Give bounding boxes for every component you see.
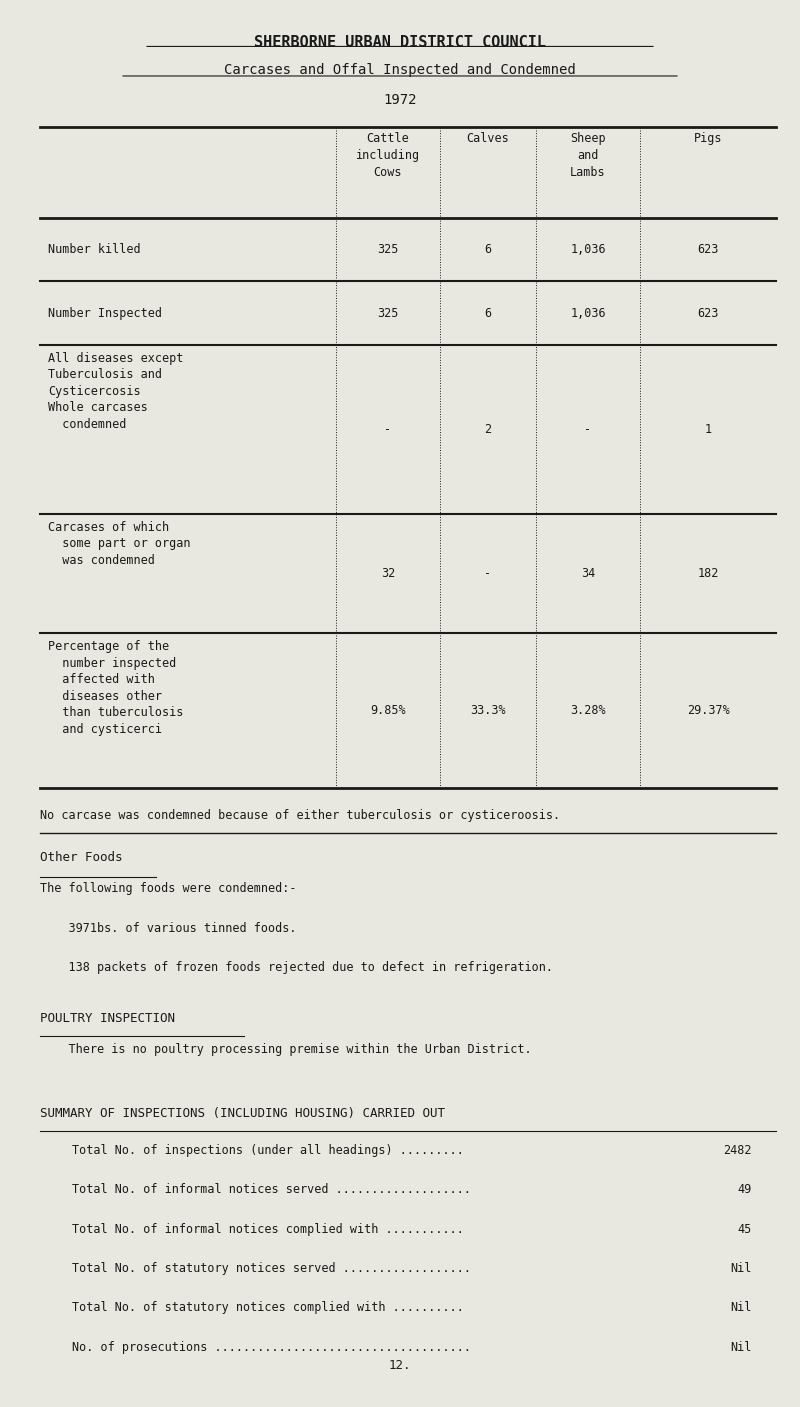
Text: Number Inspected: Number Inspected [48,307,162,319]
Text: Nil: Nil [730,1341,752,1354]
Text: 623: 623 [698,243,718,256]
Text: 6: 6 [485,307,491,319]
Text: 2482: 2482 [723,1144,752,1157]
Text: All diseases except
Tuberculosis and
Cysticercosis
Whole carcases
  condemned: All diseases except Tuberculosis and Cys… [48,352,183,431]
Text: 325: 325 [378,243,398,256]
Text: Total No. of statutory notices complied with ..........: Total No. of statutory notices complied … [72,1301,464,1314]
Text: 1972: 1972 [383,93,417,107]
Text: 1,036: 1,036 [570,243,606,256]
Text: 3971bs. of various tinned foods.: 3971bs. of various tinned foods. [40,922,297,934]
Text: There is no poultry processing premise within the Urban District.: There is no poultry processing premise w… [40,1043,532,1055]
Text: Cattle
including
Cows: Cattle including Cows [356,132,420,179]
Text: 3.28%: 3.28% [570,704,606,718]
Text: 9.85%: 9.85% [370,704,406,718]
Text: Pigs: Pigs [694,132,722,145]
Text: Total No. of informal notices served ...................: Total No. of informal notices served ...… [72,1183,471,1196]
Text: POULTRY INSPECTION: POULTRY INSPECTION [40,1012,175,1024]
Text: Other Foods: Other Foods [40,851,122,864]
Text: The following foods were condemned:-: The following foods were condemned:- [40,882,297,895]
Text: 182: 182 [698,567,718,580]
Text: No. of prosecutions ....................................: No. of prosecutions ....................… [72,1341,471,1354]
Text: 45: 45 [738,1223,752,1235]
Text: -: - [385,422,391,436]
Text: Number killed: Number killed [48,243,141,256]
Text: -: - [585,422,591,436]
Text: Total No. of informal notices complied with ...........: Total No. of informal notices complied w… [72,1223,464,1235]
Text: 325: 325 [378,307,398,319]
Text: Total No. of inspections (under all headings) .........: Total No. of inspections (under all head… [72,1144,464,1157]
Text: SUMMARY OF INSPECTIONS (INCLUDING HOUSING) CARRIED OUT: SUMMARY OF INSPECTIONS (INCLUDING HOUSIN… [40,1107,445,1120]
Text: 29.37%: 29.37% [686,704,730,718]
Text: Percentage of the
  number inspected
  affected with
  diseases other
  than tub: Percentage of the number inspected affec… [48,640,183,736]
Text: 32: 32 [381,567,395,580]
Text: SHERBORNE URBAN DISTRICT COUNCIL: SHERBORNE URBAN DISTRICT COUNCIL [254,35,546,51]
Text: Nil: Nil [730,1262,752,1275]
Text: 138 packets of frozen foods rejected due to defect in refrigeration.: 138 packets of frozen foods rejected due… [40,961,553,974]
Text: 2: 2 [485,422,491,436]
Text: 34: 34 [581,567,595,580]
Text: No carcase was condemned because of either tuberculosis or cysticeroosis.: No carcase was condemned because of eith… [40,809,560,822]
Text: Calves: Calves [466,132,510,145]
Text: Carcases and Offal Inspected and Condemned: Carcases and Offal Inspected and Condemn… [224,63,576,77]
Text: 1,036: 1,036 [570,307,606,319]
Text: 49: 49 [738,1183,752,1196]
Text: 1: 1 [705,422,711,436]
Text: 12.: 12. [389,1359,411,1372]
Text: 623: 623 [698,307,718,319]
Text: Total No. of statutory notices served ..................: Total No. of statutory notices served ..… [72,1262,471,1275]
Text: -: - [485,567,491,580]
Text: 6: 6 [485,243,491,256]
Text: Sheep
and
Lambs: Sheep and Lambs [570,132,606,179]
Text: 33.3%: 33.3% [470,704,506,718]
Text: Carcases of which
  some part or organ
  was condemned: Carcases of which some part or organ was… [48,521,190,567]
Text: Nil: Nil [730,1301,752,1314]
